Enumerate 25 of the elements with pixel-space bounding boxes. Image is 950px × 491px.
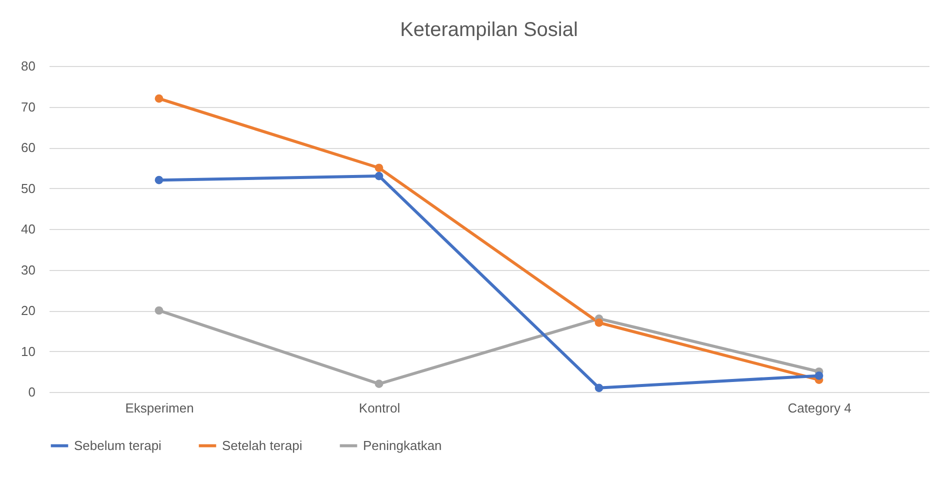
x-tick-label: Kontrol	[358, 400, 400, 416]
point	[154, 306, 164, 315]
y-tick-label: 20	[21, 303, 36, 318]
y-tick-label: 0	[28, 384, 36, 400]
legend-label: Setelah terapi	[222, 438, 302, 453]
y-tick-label: 30	[21, 262, 36, 278]
chart-title: Keterampilan Sosial	[400, 19, 578, 41]
point	[374, 172, 384, 180]
legend-label: Sebelum terapi	[74, 438, 162, 453]
point	[594, 384, 604, 392]
point	[154, 176, 164, 184]
point	[814, 372, 824, 380]
y-tick-label: 50	[21, 180, 36, 196]
y-tick-label: 80	[21, 58, 36, 74]
point	[594, 318, 604, 327]
y-tick-label: 40	[21, 222, 36, 236]
x-tick-label: Eksperimen	[125, 400, 194, 416]
y-tick-label: 70	[21, 99, 36, 114]
y-tick-label: 60	[21, 140, 36, 155]
point	[374, 380, 384, 388]
x-tick-label: Category 4	[788, 400, 852, 416]
point	[154, 94, 164, 103]
point	[374, 164, 384, 172]
legend-label: Peningkatkan	[363, 438, 442, 453]
y-tick-label: 10	[21, 344, 36, 359]
